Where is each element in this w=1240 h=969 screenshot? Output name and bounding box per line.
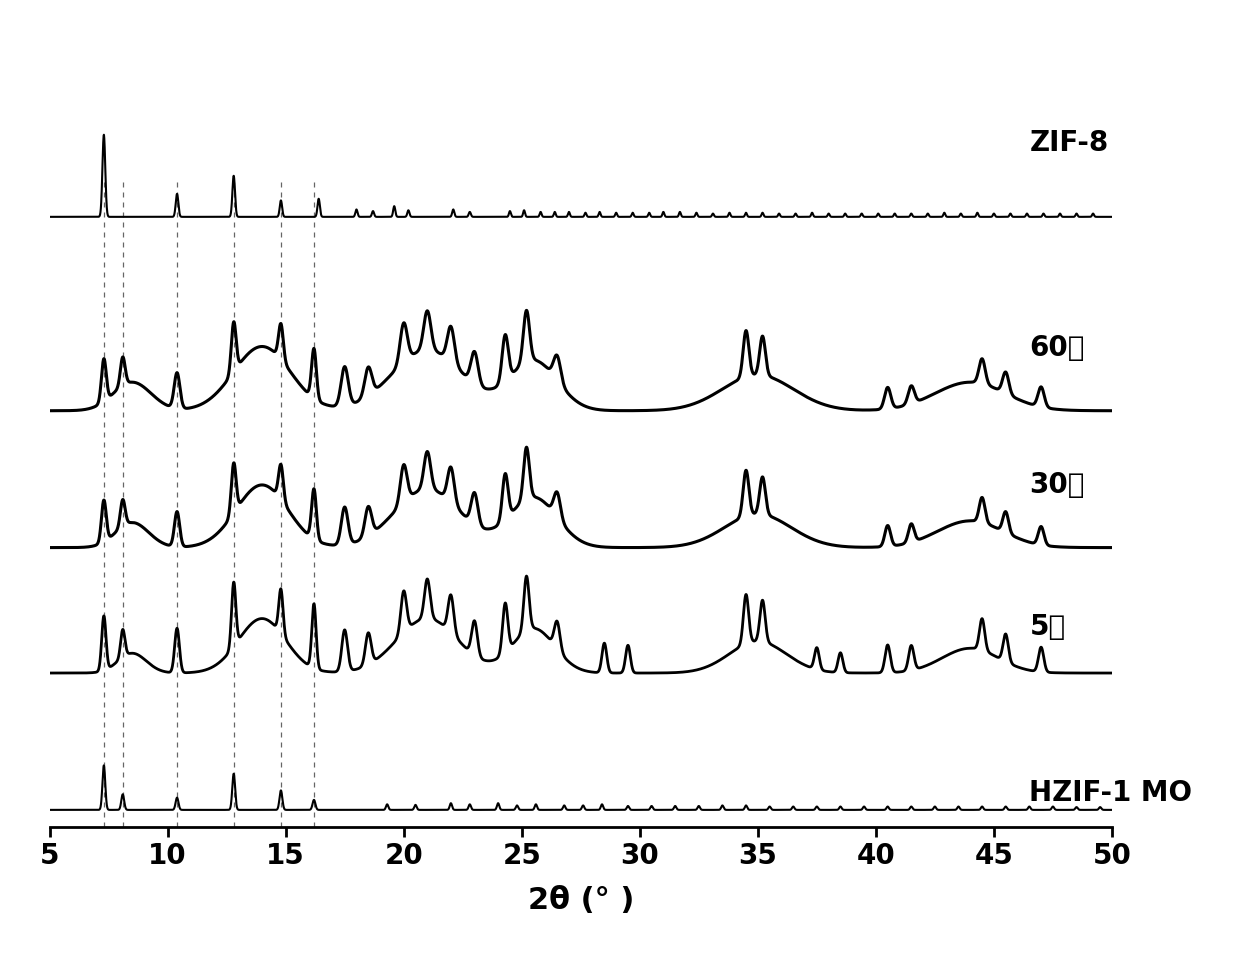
Text: HZIF-1 MO: HZIF-1 MO xyxy=(1029,779,1193,807)
X-axis label: 2θ (° ): 2θ (° ) xyxy=(527,887,634,916)
Text: ZIF-8: ZIF-8 xyxy=(1029,129,1109,157)
Text: 60倍: 60倍 xyxy=(1029,334,1085,362)
Text: 30倍: 30倍 xyxy=(1029,471,1085,499)
Text: 5倍: 5倍 xyxy=(1029,613,1065,641)
